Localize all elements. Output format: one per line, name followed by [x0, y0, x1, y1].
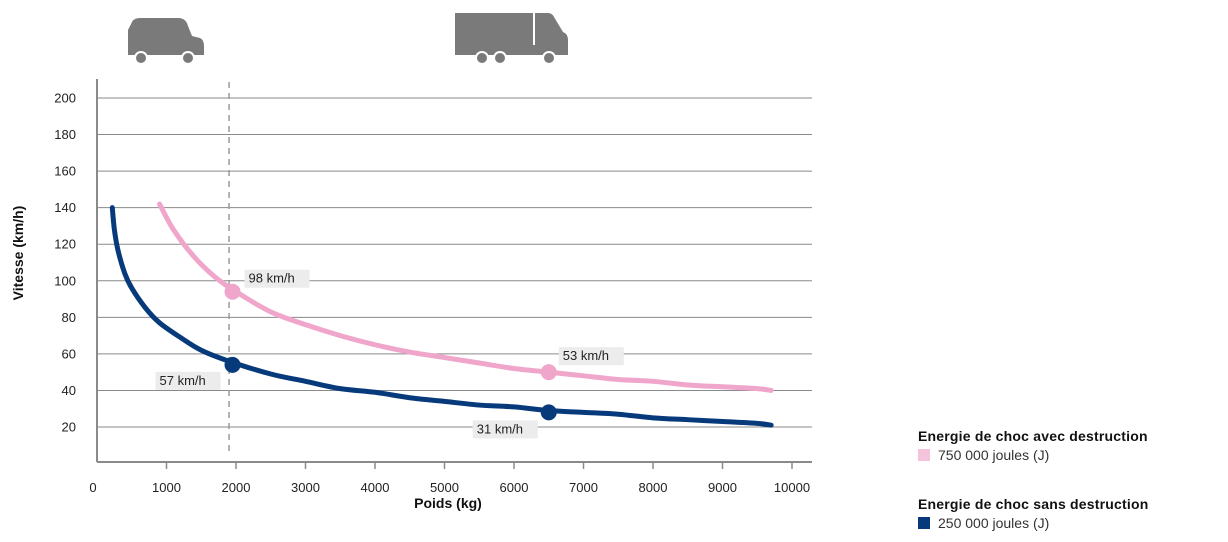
data-label-background: [155, 371, 221, 390]
legend-without-destruction: Energie de choc sans destruction 250 000…: [918, 496, 1148, 531]
series-line-without-destruction: [109, 205, 774, 428]
x-tick-label: 2000: [222, 480, 251, 495]
series-line-with-destruction: [157, 201, 774, 393]
x-tick-label: 6000: [500, 480, 529, 495]
x-tick-label: 8000: [639, 480, 668, 495]
y-tick-label: 80: [62, 310, 76, 325]
x-tick-label: 1000: [152, 480, 181, 495]
x-tick-label: 4000: [361, 480, 390, 495]
data-label-background: [472, 420, 538, 439]
y-tick-label: 140: [54, 200, 76, 215]
y-tick-label: 200: [54, 91, 76, 106]
data-point-marker: [540, 364, 557, 381]
y-tick-label: 20: [62, 420, 76, 435]
legend-swatch-pink: [918, 449, 930, 461]
x-tick-label: 10000: [774, 480, 810, 495]
x-tick-label: 0: [89, 480, 96, 495]
data-point-marker: [540, 404, 557, 421]
data-label: 57 km/h: [160, 373, 206, 388]
data-label-background: [558, 347, 624, 366]
data-label: 31 km/h: [477, 421, 523, 436]
legend-title-without-destruction: Energie de choc sans destruction: [918, 496, 1149, 512]
y-tick-label: 40: [62, 383, 76, 398]
x-axis-label: Poids (kg): [414, 495, 482, 511]
y-axis-label: Vitesse (km/h): [10, 206, 26, 301]
x-tick-label: 3000: [291, 480, 320, 495]
car-icon: [128, 18, 204, 65]
y-tick-label: 100: [54, 273, 76, 288]
y-tick-label: 60: [62, 346, 76, 361]
data-point-marker: [224, 356, 241, 373]
data-label: 98 km/h: [249, 271, 295, 286]
truck-icon: [455, 13, 568, 65]
x-tick-label: 9000: [708, 480, 737, 495]
data-label: 53 km/h: [563, 348, 609, 363]
data-label-background: [244, 269, 310, 288]
x-tick-label: 7000: [569, 480, 598, 495]
data-point-marker: [224, 283, 241, 300]
legend-value-without-destruction: 250 000 joules (J): [938, 515, 1050, 531]
legend-swatch-blue: [918, 517, 930, 529]
legend-with-destruction: Energie de choc avec destruction 750 000…: [918, 428, 1148, 463]
legend-value-with-destruction: 750 000 joules (J): [938, 447, 1050, 463]
y-tick-label: 120: [54, 237, 76, 252]
legend-title-with-destruction: Energie de choc avec destruction: [918, 428, 1148, 444]
y-tick-label: 180: [54, 127, 76, 142]
x-tick-label: 5000: [430, 480, 459, 495]
y-tick-label: 160: [54, 164, 76, 179]
